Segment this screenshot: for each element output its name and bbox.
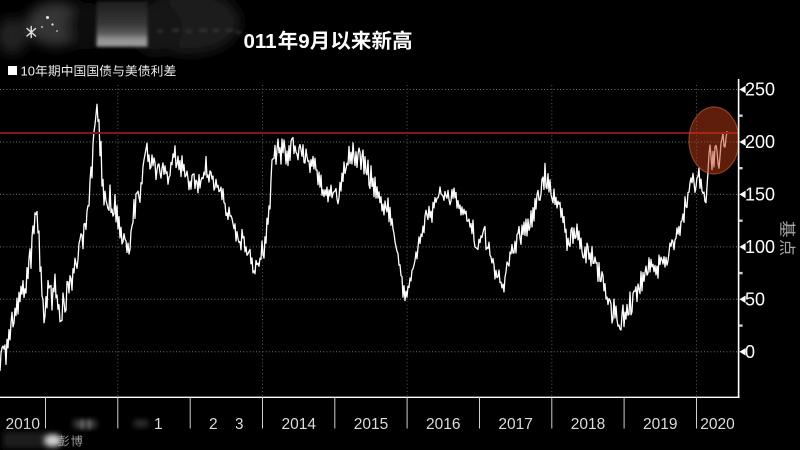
svg-text:2016: 2016 [426, 416, 460, 433]
svg-text:2018: 2018 [571, 416, 605, 433]
svg-text:2017: 2017 [498, 416, 532, 433]
svg-text:011: 011 [244, 30, 277, 53]
svg-text:2010: 2010 [6, 416, 41, 433]
svg-text:0: 0 [745, 342, 755, 362]
svg-text:2015: 2015 [354, 416, 388, 433]
svg-text:10: 10 [21, 64, 35, 79]
svg-text:9: 9 [298, 30, 309, 53]
svg-text:150: 150 [745, 185, 775, 205]
svg-text:2019: 2019 [643, 416, 677, 433]
svg-text:50: 50 [745, 290, 765, 310]
svg-text:2020: 2020 [700, 416, 735, 433]
svg-text:200: 200 [745, 132, 775, 152]
svg-text:2014: 2014 [281, 416, 316, 433]
svg-text:250: 250 [745, 80, 775, 100]
svg-text:100: 100 [745, 237, 775, 257]
